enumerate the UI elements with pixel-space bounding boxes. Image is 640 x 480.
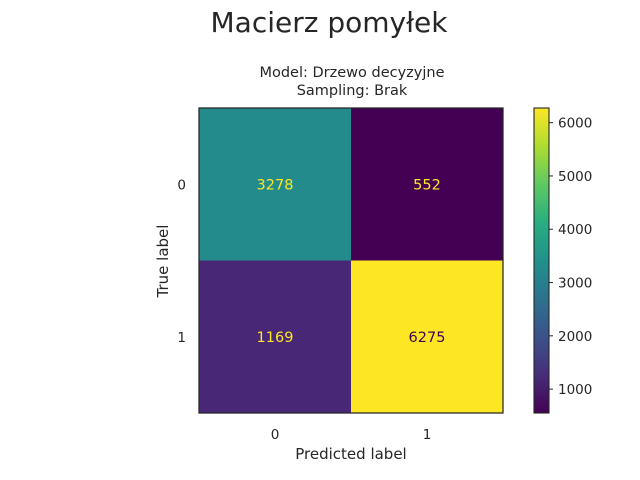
matrix-cell-0-1	[351, 108, 503, 261]
colorbar	[533, 107, 550, 414]
colorbar-tick-label-2: 3000	[558, 276, 592, 292]
y-tick-label-1: 1	[177, 330, 186, 346]
matrix-cell-1-0	[199, 260, 351, 413]
plot-frame	[198, 107, 504, 414]
colorbar-ticks: 1000 2000 3000 4000 5000 6000	[549, 116, 592, 398]
x-tick-label-1: 1	[423, 427, 432, 443]
cell-value-0-1: 552	[413, 177, 441, 193]
colorbar-tick-label-5: 6000	[558, 116, 592, 132]
colorbar-tick-label-0: 1000	[558, 382, 592, 398]
colorbar-tick-label-1: 2000	[558, 329, 592, 345]
matrix-cell-labels: 3278 552 1169 6275	[257, 177, 446, 346]
cell-value-1-0: 1169	[257, 330, 294, 346]
y-axis-ticks: 01	[177, 177, 186, 346]
chart-title-line-2: Sampling: Brak	[297, 83, 408, 99]
chart-title-line-1: Model: Drzewo decyzyjne	[259, 65, 444, 81]
y-tick-label-0: 0	[177, 177, 186, 193]
matrix-cell-0-0	[199, 108, 351, 261]
matrix-cells	[199, 108, 503, 413]
colorbar-tick-label-3: 4000	[558, 222, 592, 238]
x-tick-label-0: 0	[271, 427, 280, 443]
cell-value-1-1: 6275	[409, 330, 446, 346]
cell-value-0-0: 3278	[257, 177, 294, 193]
x-axis-label: Predicted label	[295, 445, 406, 463]
y-axis-label: True label	[154, 225, 172, 299]
matrix-cell-1-1	[351, 260, 503, 413]
colorbar-tick-label-4: 5000	[558, 169, 592, 185]
suptitle: Macierz pomyłek	[211, 6, 449, 39]
